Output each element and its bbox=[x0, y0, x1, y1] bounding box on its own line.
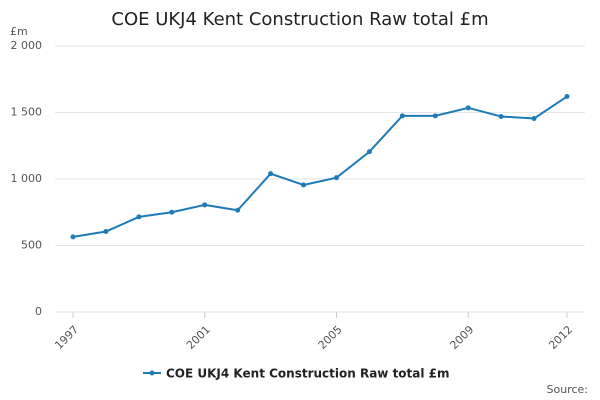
point bbox=[333, 175, 339, 181]
point bbox=[268, 171, 274, 177]
source: Source: bbox=[547, 383, 589, 396]
point bbox=[564, 94, 570, 100]
point bbox=[103, 229, 109, 235]
y-tick-label: 1 500 bbox=[11, 106, 43, 119]
point bbox=[432, 113, 438, 119]
chart-title: COE UKJ4 Kent Construction Raw total £m bbox=[111, 9, 488, 30]
point bbox=[169, 209, 175, 215]
point bbox=[366, 149, 372, 155]
y-unit: £m bbox=[10, 25, 28, 38]
point bbox=[531, 115, 537, 121]
x-tick-label: 2009 bbox=[447, 323, 476, 352]
point bbox=[498, 113, 504, 119]
point bbox=[235, 207, 241, 213]
y-tick-label: 1 000 bbox=[11, 172, 43, 185]
point bbox=[465, 105, 471, 111]
x-tick-label: 1997 bbox=[52, 323, 81, 352]
point bbox=[136, 214, 142, 220]
y-tick-label: 2 000 bbox=[11, 39, 43, 52]
legend-label: COE UKJ4 Kent Construction Raw total £m bbox=[166, 367, 450, 381]
x-tick-label: 2012 bbox=[546, 323, 575, 352]
x-tick-label: 2005 bbox=[316, 323, 345, 352]
y-tick-label: 0 bbox=[35, 305, 42, 318]
x-tick-label: 2001 bbox=[184, 323, 213, 352]
point bbox=[399, 113, 405, 119]
point bbox=[202, 202, 208, 208]
legend-marker bbox=[149, 370, 155, 376]
series-line bbox=[72, 95, 568, 238]
y-tick-label: 500 bbox=[21, 239, 42, 252]
point bbox=[301, 182, 307, 188]
point bbox=[70, 234, 76, 240]
